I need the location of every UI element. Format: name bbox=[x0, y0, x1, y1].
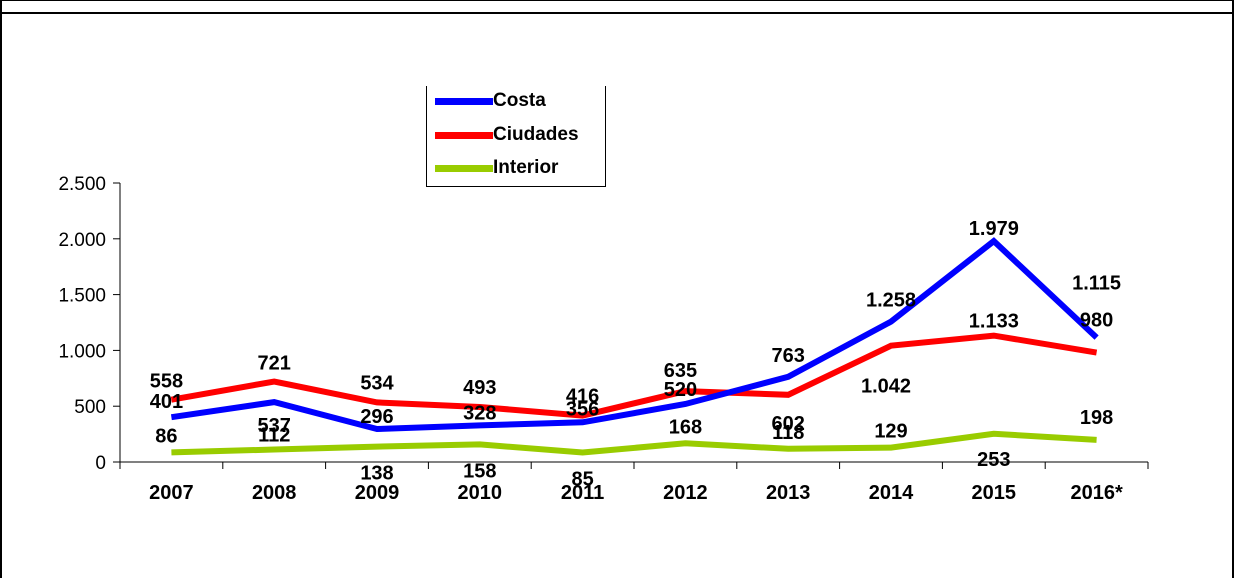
legend-item-interior: Interior bbox=[435, 153, 558, 183]
legend-label-interior: Interior bbox=[493, 157, 559, 178]
data-label-ciudades: 1.042 bbox=[861, 376, 911, 398]
y-tick-label: 0 bbox=[95, 453, 106, 474]
data-label-interior: 198 bbox=[1080, 407, 1113, 429]
x-tick-label: 2009 bbox=[355, 482, 400, 504]
x-tick-label: 2010 bbox=[458, 482, 503, 504]
data-label-ciudades: 635 bbox=[664, 360, 697, 382]
data-label-interior: 85 bbox=[571, 469, 593, 491]
y-tick-label: 2.000 bbox=[58, 230, 106, 251]
data-label-costa: 296 bbox=[360, 406, 393, 428]
legend: Costa Ciudades Interior bbox=[426, 86, 606, 187]
series-line-ciudades bbox=[170, 332, 1098, 419]
data-label-costa: 1.115 bbox=[1072, 273, 1121, 295]
y-tick-label: 2.500 bbox=[58, 174, 106, 195]
data-label-costa: 763 bbox=[772, 345, 805, 367]
data-label-interior: 86 bbox=[155, 425, 177, 447]
data-label-interior: 118 bbox=[772, 422, 804, 444]
data-label-costa: 1.979 bbox=[969, 218, 1019, 240]
legend-label-ciudades: Ciudades bbox=[493, 124, 579, 145]
data-label-ciudades: 558 bbox=[150, 371, 183, 393]
data-label-costa: 520 bbox=[664, 379, 697, 401]
data-label-costa: 537 bbox=[258, 415, 291, 437]
data-label-costa: 328 bbox=[463, 402, 496, 424]
y-tick-label: 1.000 bbox=[58, 341, 106, 362]
x-tick-label: 2007 bbox=[149, 482, 194, 504]
x-tick-label: 2011 bbox=[561, 482, 604, 504]
series-line-costa bbox=[170, 237, 1099, 433]
data-label-interior: 158 bbox=[463, 460, 496, 482]
legend-swatch-interior bbox=[435, 164, 493, 172]
data-labels: 401 537 296 328 356 520 763 1.258 1.979 1.115 558 7… bbox=[150, 218, 1121, 490]
top-divider bbox=[0, 12, 1234, 14]
data-label-ciudades: 534 bbox=[360, 372, 394, 394]
data-label-ciudades: 416 bbox=[566, 386, 599, 408]
data-label-ciudades: 493 bbox=[463, 377, 496, 399]
data-label-interior: 112 bbox=[258, 425, 290, 447]
data-label-ciudades: 721 bbox=[258, 353, 291, 375]
data-label-interior: 168 bbox=[669, 416, 702, 438]
data-label-ciudades: 1.133 bbox=[969, 311, 1019, 333]
x-tick-label: 2008 bbox=[252, 482, 297, 504]
x-tick-label: 2016* bbox=[1070, 482, 1122, 504]
data-label-ciudades: 980 bbox=[1080, 310, 1113, 332]
y-tick-label: 1.500 bbox=[58, 286, 106, 307]
x-tick-label: 2012 bbox=[663, 482, 708, 504]
y-tick-label: 500 bbox=[74, 397, 106, 418]
axes: 0 500 1.000 1.500 2.000 2.500 2007 2008 2009 2010… bbox=[58, 174, 1149, 504]
legend-item-costa: Costa bbox=[435, 86, 546, 116]
legend-swatch-costa bbox=[435, 97, 493, 105]
data-label-interior: 138 bbox=[360, 463, 393, 485]
data-label-costa: 401 bbox=[150, 391, 183, 413]
x-tick-label: 2015 bbox=[972, 482, 1017, 504]
data-label-interior: 129 bbox=[874, 421, 907, 443]
legend-swatch-ciudades bbox=[435, 131, 493, 139]
x-tick-label: 2013 bbox=[766, 482, 811, 504]
series-lines bbox=[170, 237, 1099, 456]
data-label-costa: 356 bbox=[566, 398, 599, 420]
legend-label-costa: Costa bbox=[493, 90, 546, 111]
data-label-costa: 1.258 bbox=[866, 290, 916, 312]
data-label-ciudades: 602 bbox=[772, 413, 805, 435]
legend-item-ciudades: Ciudades bbox=[435, 120, 579, 150]
x-tick-label: 2014 bbox=[869, 482, 914, 504]
data-label-interior: 253 bbox=[977, 449, 1010, 471]
series-line-interior bbox=[171, 430, 1097, 456]
